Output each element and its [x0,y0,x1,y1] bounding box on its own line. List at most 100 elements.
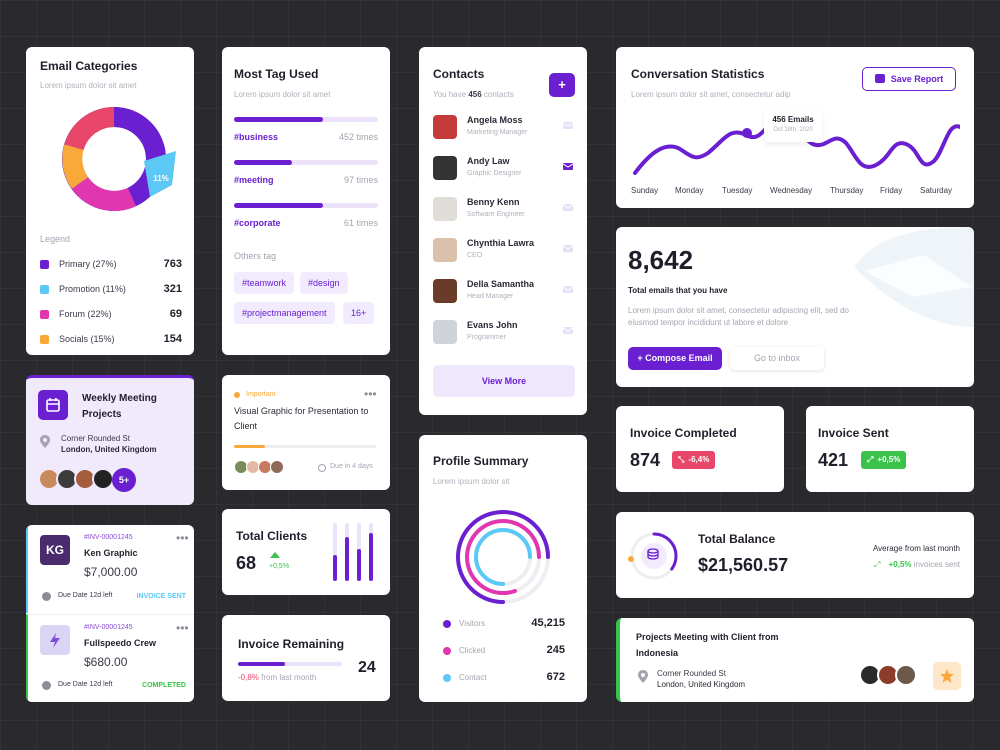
legend-value: 69 [169,308,182,320]
message-icon[interactable] [563,244,573,252]
contact-role: CEO [467,252,483,259]
chip-teamwork[interactable]: #teamwork [234,272,295,294]
tag-name[interactable]: #business [234,132,279,142]
save-report-button[interactable]: Save Report [862,67,956,91]
legend-label: Forum (22%) [59,309,112,319]
contacts-subtitle: You have 456 contacts [433,90,514,99]
contact-row[interactable]: Angela Moss Marketing Manager [433,113,573,143]
invoice-id: #INV-00001245 [84,624,133,631]
profile-summary-subtitle: Lorem ipsum dolor sit [433,477,510,486]
chip-more[interactable]: 16+ [343,302,375,324]
conversation-line [633,113,960,175]
conversation-title: Conversation Statistics [631,67,765,81]
contact-row[interactable]: Evans John Programmer [433,318,573,348]
profile-legend-row: Contact 672 [443,671,565,685]
more-icon[interactable]: ••• [364,387,377,401]
profile-legend-row: Clicked 245 [443,644,565,658]
compose-email-button[interactable]: + Compose Email [628,347,722,370]
star-button[interactable] [933,662,961,690]
avg-change: ⤢ +0,5% invoices sent [874,560,960,570]
message-icon[interactable] [563,326,573,334]
most-tag-title: Most Tag Used [234,67,319,81]
invoice-item[interactable]: KG #INV-00001245 Ken Graphic $7,000.00 •… [26,525,194,613]
task-due: Due in 4 days [330,463,373,470]
chip-projectmanagement[interactable]: #projectmanagement [234,302,335,324]
avatar [433,238,457,262]
legend-swatch [40,334,49,344]
contact-row[interactable]: Andy Law Graphic Designer [433,154,573,184]
invoice-completed-card: Invoice Completed 874 ⤡ -6,4% [616,406,784,492]
important-dot [234,392,240,398]
invoice-remaining-card: Invoice Remaining 24 -0,8% from last mon… [222,615,390,701]
invoice-item[interactable]: #INV-00001245 Fullspeedo Crew $680.00 ••… [26,614,194,702]
trend-down-icon: ⤡ [678,455,685,464]
most-tag-subtitle: Lorem ipsum dolor sit amet [234,90,331,99]
total-emails-label: Total emails that you have [628,286,728,295]
message-icon[interactable] [563,121,573,129]
task-text: Visual Graphic for Presentation to Clien… [234,406,369,431]
total-clients-value: 68 [236,553,257,573]
invoice-amount: $680.00 [84,655,128,669]
location-icon [638,670,648,688]
conversation-subtitle: Lorem ipsum dolor sit amet, consectetur … [631,90,791,99]
more-icon[interactable]: ••• [176,621,189,635]
message-icon[interactable] [563,162,573,170]
invoice-completed-value: 874 [630,450,661,470]
task-progress-track [234,445,376,448]
contact-role: Marketing Manager [467,129,528,136]
legend-dot [443,674,451,682]
chip-design[interactable]: #design [300,272,348,294]
legend-value: 154 [163,333,182,345]
invoice-due: Due Date 12d left [58,592,113,599]
go-to-inbox-button[interactable]: Go to inbox [730,347,824,370]
legend-label: Primary (27%) [59,259,117,269]
donut-seg-primary [113,107,166,160]
day-label: Wednesday [770,186,813,195]
tag-progress-fill [234,160,292,165]
contacts-count: 456 [468,90,482,99]
tag-times: 61 times [343,218,378,228]
invoice-status: COMPLETED [142,682,186,689]
email-categories-subtitle: Lorem ipsum dolor sit amet [40,81,137,90]
total-clients-card: Total Clients 68 +0,5% [222,509,390,595]
contact-row[interactable]: Della Samantha Head Manager [433,277,573,307]
email-categories-card: Email Categories Lorem ipsum dolor sit a… [26,47,194,355]
weekly-meeting-title: Weekly Meeting Projects [82,393,157,420]
legend-row: Promotion (11%) 321 [40,282,182,296]
add-contact-button[interactable]: + [549,73,575,97]
tag-name[interactable]: #corporate [234,218,281,228]
more-icon[interactable]: ••• [176,531,189,545]
calendar-icon [38,390,68,420]
important-flag: Important [246,391,276,398]
donut-seg-red [64,107,115,151]
invoice-sent-card: Invoice Sent 421 ⤢ +0,5% [806,406,974,492]
legend-label: Clicked [459,646,486,655]
projects-meeting-card[interactable]: Projects Meeting with Client from Indone… [616,618,974,702]
avg-change-suffix: invoices sent [913,560,960,569]
change-value: -6,4% [688,455,710,464]
avatar [433,197,457,221]
contact-role: Head Manager [467,293,514,300]
contacts-sub-suffix: contacts [483,90,514,99]
more-avatars-badge[interactable]: 5+ [112,468,136,492]
contact-row[interactable]: Benny Kenn Software Engineer [433,195,573,225]
contact-role: Software Engineer [467,211,525,218]
donut-label: 11% [153,174,169,183]
weekly-addr2: London, United Kingdom [61,445,157,454]
important-task-card[interactable]: Important ••• Visual Graphic for Present… [222,375,390,490]
message-icon[interactable] [563,285,573,293]
avatar [433,115,457,139]
avatar [92,468,114,490]
view-more-button[interactable]: View More [433,365,575,397]
contact-role: Programmer [467,334,506,341]
contact-row[interactable]: Chynthia Lawra CEO [433,236,573,266]
invoice-remaining-change: -0,8% from last month [238,673,316,682]
avatar [433,320,457,344]
highlight-point[interactable] [742,128,752,138]
tag-name[interactable]: #meeting [234,175,274,185]
invoice-remaining-title: Invoice Remaining [238,637,345,651]
message-icon[interactable] [563,203,573,211]
contact-role: Graphic Designer [467,170,522,177]
weekly-meeting-card[interactable]: Weekly Meeting Projects Corner Rounded S… [26,375,194,505]
tag-times: 452 times [338,132,378,142]
